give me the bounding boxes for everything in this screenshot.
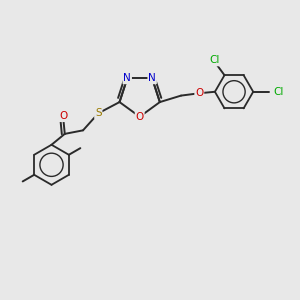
- Text: Cl: Cl: [274, 87, 284, 97]
- Text: O: O: [195, 88, 203, 98]
- Text: O: O: [59, 111, 68, 121]
- Text: Cl: Cl: [210, 56, 220, 65]
- Text: O: O: [136, 112, 144, 122]
- Text: N: N: [148, 74, 156, 83]
- Text: S: S: [95, 108, 102, 118]
- Text: N: N: [123, 74, 131, 83]
